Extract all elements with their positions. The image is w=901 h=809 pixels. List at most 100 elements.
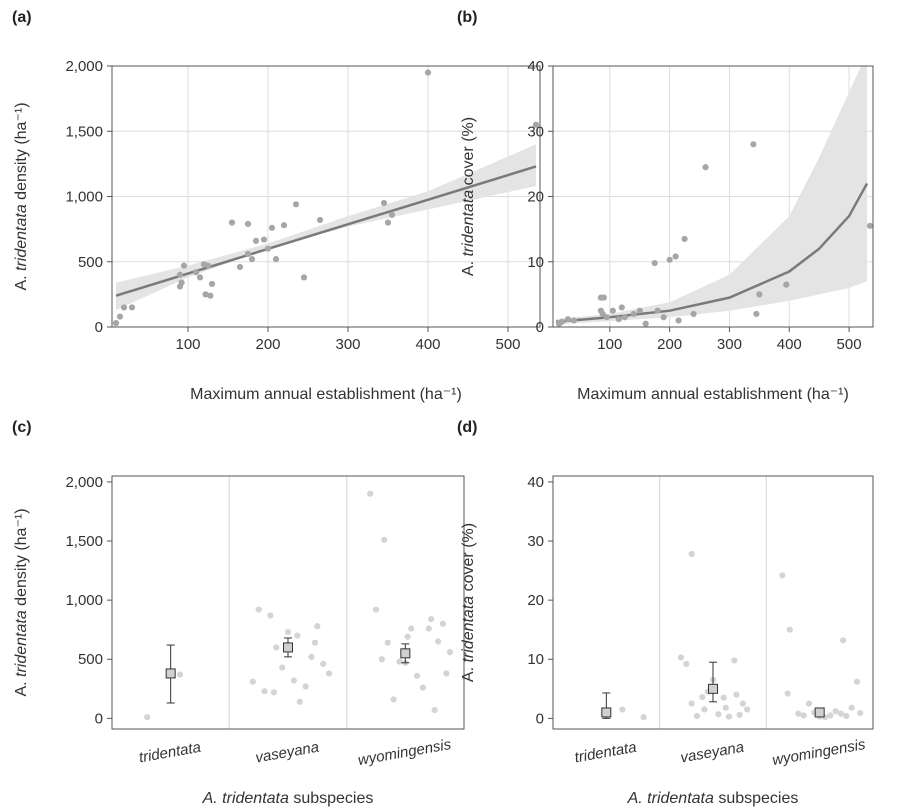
data-point bbox=[264, 245, 272, 252]
data-point bbox=[722, 704, 729, 711]
data-point bbox=[666, 256, 673, 263]
data-point bbox=[693, 712, 701, 720]
y-axis-title-part: A. bbox=[13, 677, 30, 697]
x-tick-label: 300 bbox=[335, 336, 360, 353]
x-axis-title: Maximum annual establishment (ha⁻¹) bbox=[190, 386, 462, 403]
x-axis-title: A. tridentata subspecies bbox=[202, 790, 374, 807]
data-point bbox=[384, 639, 391, 646]
data-point bbox=[419, 684, 427, 691]
panel-label: (a) bbox=[12, 9, 32, 26]
data-point bbox=[683, 660, 690, 668]
data-point bbox=[744, 706, 751, 713]
x-axis-title-italic: A. tridentata bbox=[627, 790, 714, 807]
data-point bbox=[681, 235, 688, 243]
data-point bbox=[603, 314, 610, 321]
data-point bbox=[268, 224, 276, 231]
y-tick-label: 20 bbox=[527, 189, 544, 206]
data-point bbox=[325, 670, 333, 677]
data-point bbox=[733, 691, 740, 698]
panel-label: (d) bbox=[457, 419, 477, 436]
data-point bbox=[128, 304, 136, 311]
data-point bbox=[279, 664, 286, 671]
mean-marker bbox=[601, 707, 612, 718]
data-point bbox=[292, 201, 300, 208]
data-point bbox=[192, 269, 200, 276]
data-point bbox=[866, 222, 874, 229]
data-point bbox=[827, 712, 834, 719]
category-label: wyomingensis bbox=[357, 736, 453, 769]
fitted-line bbox=[555, 182, 869, 324]
fitted-line bbox=[115, 165, 537, 297]
data-point bbox=[725, 713, 733, 720]
y-tick-label: 1,500 bbox=[65, 123, 103, 140]
data-point bbox=[756, 291, 763, 298]
data-point bbox=[677, 654, 685, 661]
data-point bbox=[532, 121, 540, 128]
data-point bbox=[699, 693, 706, 701]
data-point bbox=[294, 632, 301, 639]
y-axis-title: A. tridentata cover (%) bbox=[460, 523, 477, 682]
y-tick-label: 30 bbox=[527, 123, 544, 140]
data-point bbox=[384, 219, 392, 226]
data-point bbox=[848, 704, 855, 711]
mean-marker bbox=[283, 642, 293, 653]
x-axis-title-rest: subspecies bbox=[289, 790, 374, 807]
y-axis-title-part: density (ha⁻¹) bbox=[13, 102, 30, 204]
y-axis-title-part: A. bbox=[460, 663, 477, 683]
data-point bbox=[380, 199, 388, 207]
data-point bbox=[267, 612, 274, 619]
category-label: tridentata bbox=[138, 739, 203, 767]
mean-marker bbox=[814, 707, 825, 718]
data-point bbox=[720, 694, 727, 701]
data-point bbox=[260, 236, 268, 243]
data-point bbox=[609, 307, 616, 314]
panel-d: (d) tridentata vaseyana wyomingensis A. trid… bbox=[457, 419, 874, 807]
plot-frame bbox=[111, 475, 465, 730]
data-point bbox=[381, 536, 388, 543]
y-axis-title: A. tridentata density (ha⁻¹) bbox=[13, 102, 30, 290]
data-point bbox=[435, 638, 442, 645]
data-point bbox=[252, 237, 260, 244]
data-point bbox=[750, 141, 757, 148]
data-point bbox=[178, 279, 185, 286]
data-point bbox=[390, 696, 397, 703]
data-point bbox=[753, 310, 760, 318]
y-tick-label: 0 bbox=[536, 319, 544, 336]
data-point bbox=[642, 320, 649, 327]
data-point bbox=[255, 606, 262, 613]
data-point bbox=[284, 628, 292, 636]
y-axis-title-part: cover (%) bbox=[460, 117, 477, 190]
data-point bbox=[688, 550, 695, 558]
y-tick-label: 0 bbox=[536, 710, 544, 727]
data-point bbox=[702, 164, 709, 171]
data-point bbox=[244, 220, 252, 228]
data-point bbox=[204, 262, 212, 269]
y-axis-title-part: tridentata bbox=[460, 190, 477, 257]
data-point bbox=[273, 644, 280, 651]
mean-marker bbox=[165, 668, 176, 679]
data-point bbox=[425, 625, 432, 632]
data-point bbox=[615, 316, 622, 323]
data-point bbox=[261, 688, 268, 695]
data-point bbox=[144, 714, 151, 721]
panel-label: (c) bbox=[12, 419, 32, 436]
y-tick-label: 1,000 bbox=[65, 189, 103, 206]
data-point bbox=[300, 274, 308, 281]
x-tick-label: 500 bbox=[495, 336, 520, 353]
data-point bbox=[701, 706, 708, 713]
category-label: wyomingensis bbox=[771, 736, 867, 769]
data-point bbox=[208, 280, 216, 288]
data-point bbox=[715, 711, 722, 718]
plot-frame bbox=[111, 65, 541, 328]
data-point bbox=[837, 710, 845, 717]
data-point bbox=[660, 314, 667, 321]
category-label: vaseyana bbox=[254, 739, 320, 767]
data-point bbox=[853, 678, 861, 685]
data-point bbox=[404, 633, 411, 640]
y-axis-title-part: A. bbox=[13, 271, 30, 291]
data-point bbox=[800, 712, 807, 719]
data-point bbox=[428, 615, 435, 623]
data-point bbox=[378, 656, 385, 663]
x-tick-label: 100 bbox=[175, 336, 200, 353]
